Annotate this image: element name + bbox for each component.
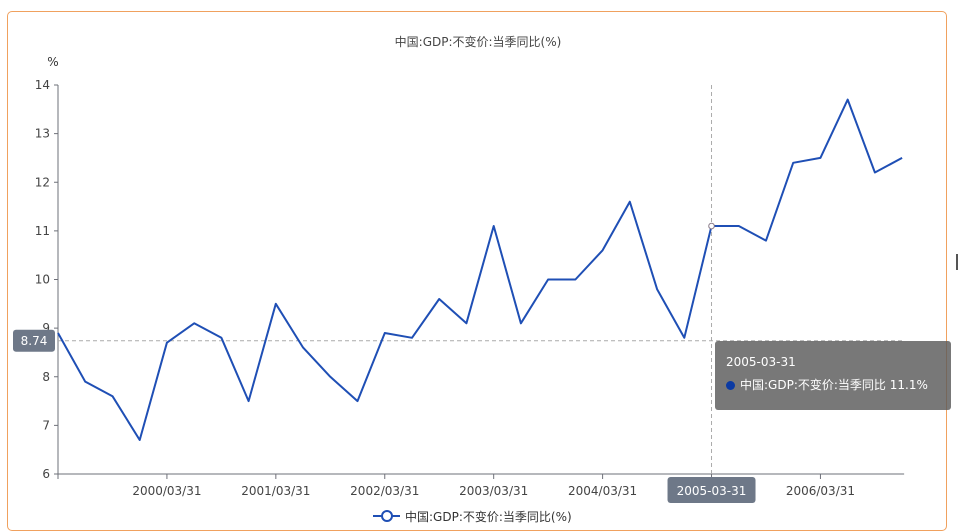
- y-tick-label: 10: [35, 273, 50, 287]
- x-tick-label: 2000/03/31: [132, 484, 201, 498]
- tooltip-series-name: 中国:GDP:不变价:当季同比: [740, 378, 886, 392]
- chart-panel: [7, 11, 947, 531]
- chart-canvas[interactable]: 中国:GDP:不变价:当季同比(%) % 6 7 8 9 10 11 12 13 14 2000…: [0, 0, 960, 520]
- tooltip-value: 11.1%: [889, 378, 928, 392]
- x-tick-label: 2006/03/31: [786, 484, 855, 498]
- y-tick-label: 14: [35, 78, 50, 92]
- series-layer: [57, 98, 903, 441]
- chart-title: 中国:GDP:不变价:当季同比(%): [395, 34, 562, 49]
- tooltip-row: 中国:GDP:不变价:当季同比 11.1%: [726, 377, 951, 393]
- y-pointer-label: 8.74: [13, 329, 55, 352]
- tooltip-date: 2005-03-31: [726, 355, 796, 369]
- x-pointer-label-text: 2005-03-31: [677, 484, 747, 498]
- y-tick-label: 12: [35, 175, 50, 189]
- data-tooltip: 2005-03-31 中国:GDP:不变价:当季同比 11.1%: [715, 341, 951, 410]
- crosshair: [58, 85, 903, 474]
- x-pointer-label: 2005-03-31: [667, 477, 756, 503]
- y-tick-label: 7: [42, 418, 50, 432]
- y-tick-label: 13: [35, 127, 50, 141]
- legend-line-icon: [373, 510, 400, 522]
- legend-circle: [381, 510, 393, 522]
- y-axis: 6 7 8 9 10 11 12 13 14: [35, 78, 59, 481]
- legend[interactable]: 中国:GDP:不变价:当季同比(%): [373, 508, 572, 528]
- x-axis: 2000/03/31 2001/03/31 2002/03/31 2003/03/31…: [57, 473, 905, 498]
- x-tick-label: 2002/03/31: [350, 484, 419, 498]
- x-tick-label: 2003/03/31: [459, 484, 528, 498]
- tooltip-series-dot-icon: [726, 381, 735, 390]
- x-tick-label: 2001/03/31: [241, 484, 310, 498]
- y-tick-label: 8: [42, 370, 50, 384]
- window-edge-mark: [956, 254, 958, 270]
- marker-layer: [708, 222, 715, 230]
- axis-pointer-labels: 8.74 2005-03-31: [13, 329, 756, 503]
- data-point: [708, 222, 715, 230]
- series-line-0: [57, 98, 903, 441]
- x-pointer-label-bg: [667, 477, 756, 503]
- y-pointer-label-bg: [13, 329, 55, 352]
- x-tick-label: 2004/03/31: [568, 484, 637, 498]
- legend-label: 中国:GDP:不变价:当季同比(%): [405, 510, 572, 524]
- y-axis-label: %: [47, 55, 58, 69]
- y-pointer-label-text: 8.74: [21, 334, 48, 348]
- y-tick-label: 6: [42, 467, 50, 481]
- y-tick-label: 11: [35, 224, 50, 238]
- y-tick-label: 9: [42, 321, 50, 335]
